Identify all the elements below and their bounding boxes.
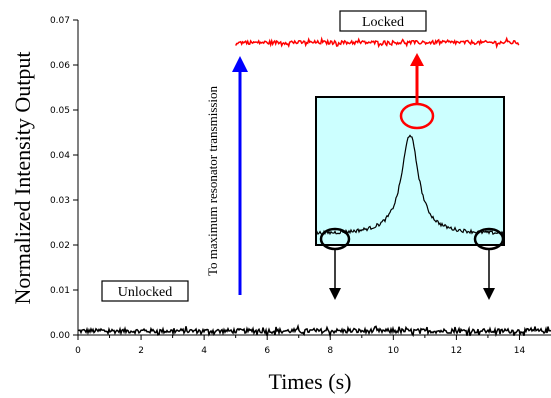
x-tick-label: 12 [451, 346, 462, 356]
peak-marker-circle [399, 102, 435, 130]
y-axis-title: Normalized Intensity Output [10, 52, 35, 305]
x-ticks: 0 2 4 6 8 10 12 14 [75, 335, 525, 356]
series-unlocked-line [77, 323, 551, 338]
unlocked-label: Unlocked [118, 285, 172, 300]
x-axis-title: Times (s) [269, 369, 352, 394]
y-tick-label: 0.00 [50, 331, 70, 341]
red-arrow-head [410, 53, 424, 66]
y-tick-label: 0.05 [50, 106, 70, 116]
y-tick-label: 0.02 [50, 241, 70, 251]
black-arrow-right-head [483, 288, 495, 300]
x-tick-label: 0 [75, 346, 81, 356]
locked-label-box [339, 10, 427, 32]
x-tick-label: 8 [327, 346, 333, 356]
series-locked-line [235, 36, 520, 50]
x-tick-label: 6 [264, 346, 270, 356]
unlocked-label-box [101, 280, 189, 302]
black-arrow-left-head [329, 288, 341, 300]
inset-box [315, 96, 505, 246]
locked-label: Locked [362, 15, 404, 30]
arrow-annotation: To maximum resonator transmission [205, 85, 220, 276]
y-tick-label: 0.06 [50, 61, 70, 71]
y-ticks: 0.00 0.01 0.02 0.03 0.04 0.05 0.06 0.07 [50, 16, 78, 341]
x-tick-label: 10 [388, 346, 400, 356]
blue-arrow-head [232, 56, 248, 72]
x-tick-label: 2 [138, 346, 144, 356]
y-tick-label: 0.07 [50, 16, 70, 26]
y-tick-label: 0.03 [50, 196, 70, 206]
y-tick-label: 0.04 [50, 151, 70, 161]
y-tick-label: 0.01 [50, 286, 70, 296]
x-tick-label: 14 [514, 346, 526, 356]
x-tick-label: 4 [201, 346, 207, 356]
